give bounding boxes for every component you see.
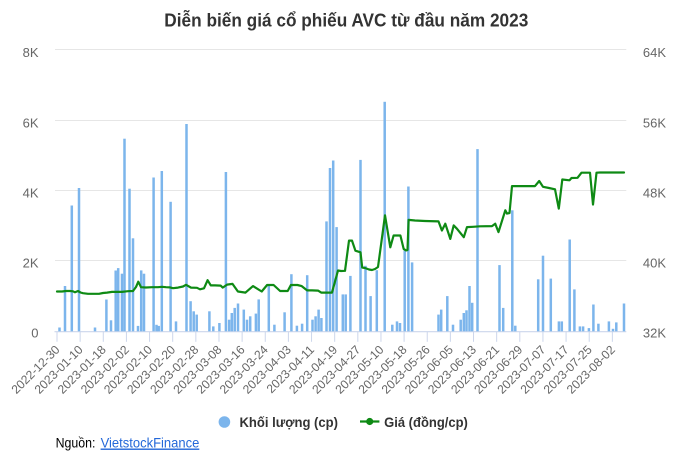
svg-text:8K: 8K xyxy=(23,45,39,60)
svg-text:Giá (đồng/cp): Giá (đồng/cp) xyxy=(384,414,468,430)
svg-text:Nguồn:: Nguồn: xyxy=(56,435,96,451)
svg-text:Khối lượng (cp): Khối lượng (cp) xyxy=(240,414,339,430)
svg-text:48K: 48K xyxy=(643,186,666,201)
svg-text:64K: 64K xyxy=(643,45,666,60)
svg-text:4K: 4K xyxy=(23,186,39,201)
svg-text:56K: 56K xyxy=(643,115,666,130)
svg-text:6K: 6K xyxy=(23,115,39,130)
svg-text:0: 0 xyxy=(31,326,38,341)
svg-text:40K: 40K xyxy=(643,255,666,270)
svg-text:VietstockFinance: VietstockFinance xyxy=(101,435,200,451)
svg-text:32K: 32K xyxy=(643,326,666,341)
svg-text:2K: 2K xyxy=(23,255,39,270)
svg-text:Diễn biến giá cổ phiếu AVC từ: Diễn biến giá cổ phiếu AVC từ đầu năm 20… xyxy=(164,9,528,30)
